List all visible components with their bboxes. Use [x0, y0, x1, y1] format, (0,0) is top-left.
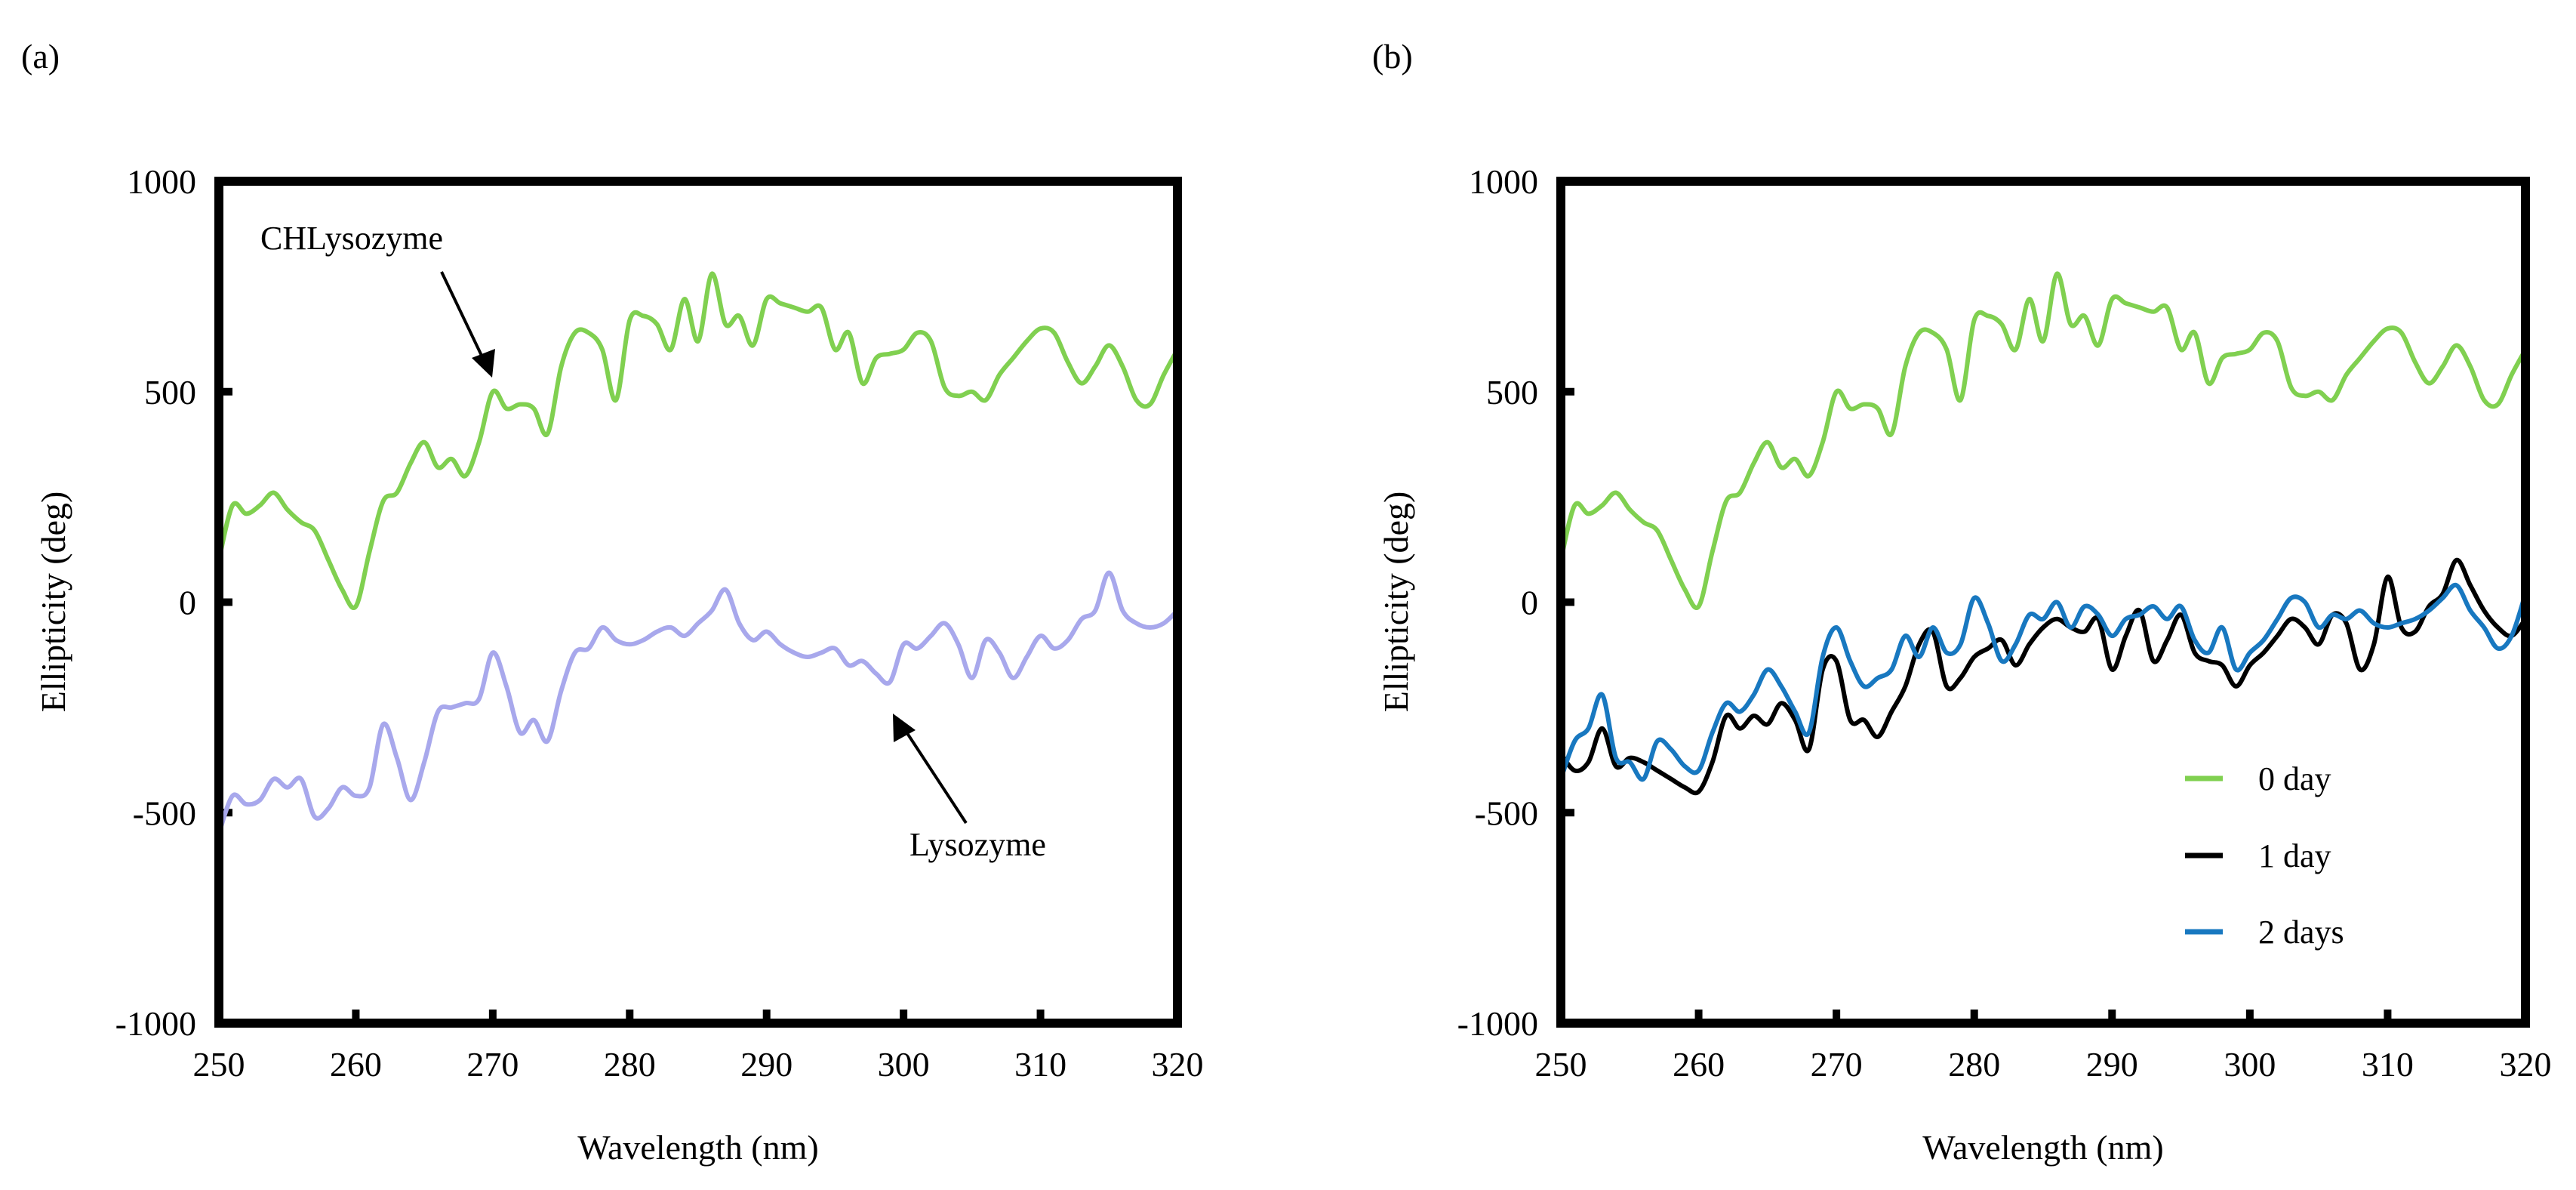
panel-a-x-axis-title: Wavelength (nm): [577, 1128, 818, 1167]
annotation-lysozyme-arrow-shaft: [904, 729, 968, 825]
panel-b-legend: 0 day 1 day 2 days: [2185, 760, 2344, 951]
panel-a-y-tick-label-500: 500: [144, 373, 196, 412]
panel-a-y-tick-label-1000: -1000: [115, 1004, 196, 1043]
panel-a-y-tick-label-500: -500: [133, 794, 196, 832]
panel-b-x-tick-label-310: 310: [2362, 1045, 2414, 1084]
panel-label-a: (a): [21, 37, 60, 76]
panel-a-x-tick-label-280: 280: [604, 1045, 656, 1084]
panel-a-x-tick-label-320: 320: [1152, 1045, 1204, 1084]
legend-label-2-days: 2 days: [2258, 914, 2344, 951]
panel-a: (a) -1000 -500 0 500 1000 250 260 270 280 290 300…: [21, 37, 1204, 1167]
panel-b-series-0-day: [1559, 271, 2528, 610]
panel-a-x-tick-label-300: 300: [878, 1045, 930, 1084]
panel-b-y-tick-label-0: 0: [1521, 584, 1538, 622]
panel-a-x-tick-label-290: 290: [740, 1045, 792, 1084]
annotation-chlysozyme-arrowhead: [472, 349, 495, 378]
legend-label-1-day: 1 day: [2258, 837, 2331, 874]
panel-b-x-tick-label-290: 290: [2086, 1045, 2138, 1084]
panel-b: (b) -1000 -500 0 500 1000 250 260 270 280 290 300…: [1372, 37, 2552, 1167]
panel-b-x-tick-label-280: 280: [1948, 1045, 2000, 1084]
panel-a-y-axis-title: Ellipticity (deg): [34, 492, 72, 713]
panel-a-series: [217, 271, 1180, 837]
panel-a-series-lysozyme: [217, 570, 1180, 837]
panel-a-plot-frame: [214, 177, 1182, 1028]
panel-a-x-tick-label-250: 250: [193, 1045, 245, 1084]
panel-b-x-tick-label-320: 320: [2500, 1045, 2552, 1084]
panel-b-plot-frame: [1556, 177, 2530, 1028]
panel-label-b: (b): [1372, 37, 1413, 76]
panel-a-x-tick-label-260: 260: [330, 1045, 382, 1084]
panel-a-y-tick-labels: -1000 -500 0 500 1000: [115, 162, 196, 1043]
panel-b-x-tick-labels: 250 260 270 280 290 300 310 320: [1535, 1045, 2552, 1084]
panel-a-x-tick-labels: 250 260 270 280 290 300 310 320: [193, 1045, 1204, 1084]
panel-b-x-tick-label-270: 270: [1811, 1045, 1863, 1084]
annotation-chlysozyme-arrow-shaft: [440, 271, 485, 359]
legend-label-0-day: 0 day: [2258, 760, 2331, 797]
panel-b-y-tick-labels: -1000 -500 0 500 1000: [1457, 162, 1538, 1043]
panel-b-y-axis-title: Ellipticity (deg): [1377, 492, 1415, 713]
panel-b-y-tick-label-500: -500: [1475, 794, 1538, 832]
panel-b-x-axis-title: Wavelength (nm): [1922, 1128, 2163, 1167]
panel-a-x-tick-label-310: 310: [1014, 1045, 1066, 1084]
panel-b-series: [1559, 271, 2528, 796]
panel-b-series-1-day: [1559, 557, 2528, 796]
panel-b-y-tick-label-1000: 1000: [1469, 162, 1538, 201]
panel-b-series-2-days: [1559, 582, 2528, 782]
panel-a-x-tick-label-270: 270: [466, 1045, 519, 1084]
panel-a-tick-marks: [219, 387, 1045, 1023]
panel-a-series-chlysozyme: [217, 271, 1180, 610]
annotation-lysozyme-arrowhead: [893, 714, 916, 742]
panel-b-y-tick-label-1000: -1000: [1457, 1004, 1538, 1043]
panel-b-x-tick-label-300: 300: [2224, 1045, 2276, 1084]
annotation-lysozyme-label: Lysozyme: [909, 826, 1046, 863]
annotation-chlysozyme-label: CHLysozyme: [260, 220, 443, 257]
panel-a-y-tick-label-1000: 1000: [127, 162, 196, 201]
panel-b-x-tick-label-260: 260: [1673, 1045, 1725, 1084]
panel-a-y-tick-label-0: 0: [179, 584, 196, 622]
panel-b-x-tick-label-250: 250: [1535, 1045, 1587, 1084]
panel-b-y-tick-label-500: 500: [1486, 373, 1538, 412]
